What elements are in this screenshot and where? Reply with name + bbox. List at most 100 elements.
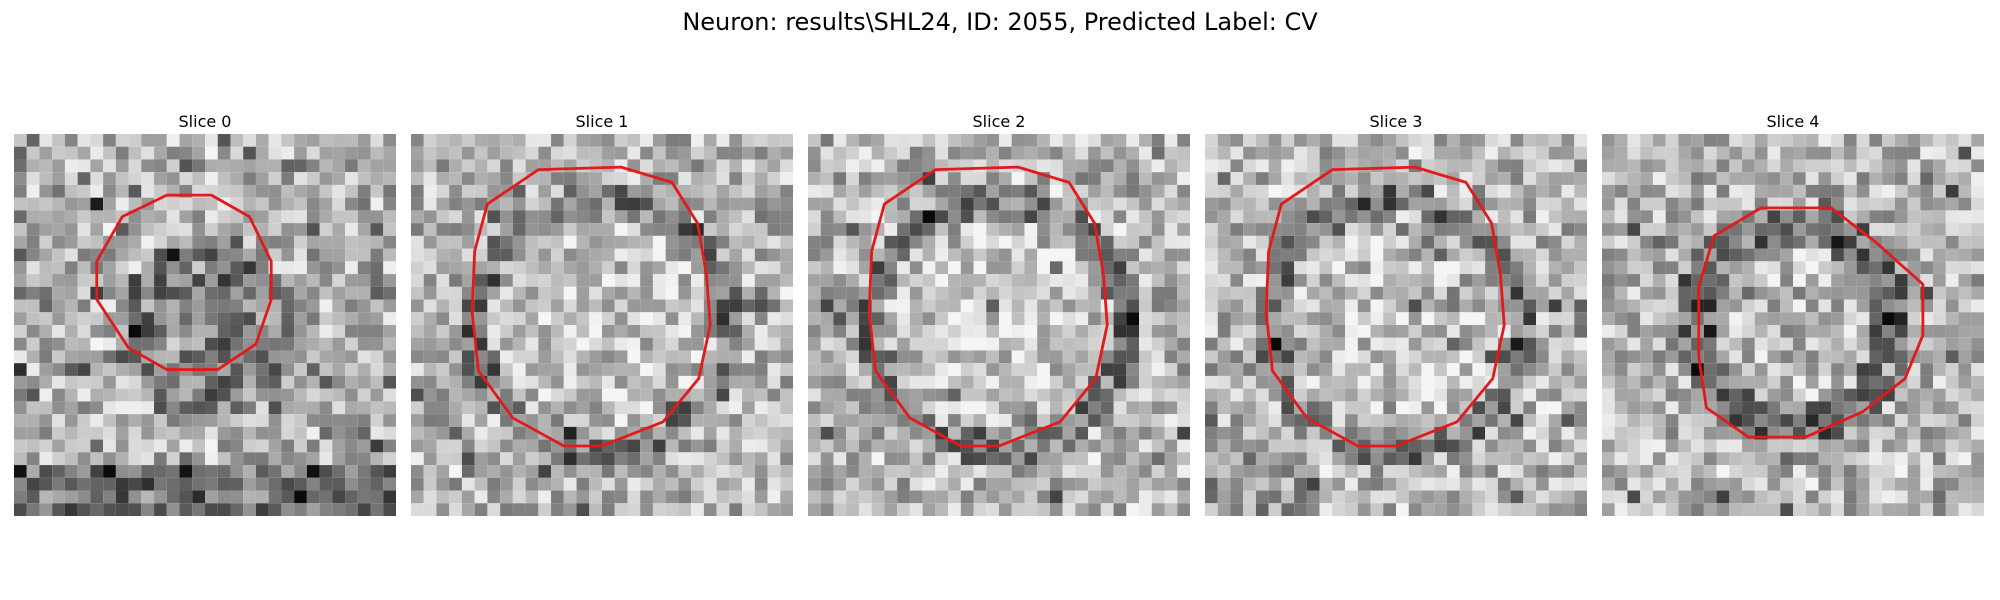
pixel (1933, 401, 1946, 415)
pixel (1139, 223, 1152, 236)
pixel (357, 401, 371, 415)
pixel (1396, 172, 1409, 185)
pixel (1139, 503, 1152, 516)
pixel (833, 490, 847, 504)
pixel (960, 477, 974, 491)
pixel (166, 248, 180, 262)
pixel (281, 286, 295, 300)
pixel (1294, 363, 1307, 376)
pixel (39, 465, 53, 478)
pixel (1510, 401, 1524, 415)
pixel (602, 388, 615, 402)
pixel (423, 159, 437, 173)
pixel (846, 426, 859, 440)
pixel (1640, 388, 1653, 402)
pixel (1627, 375, 1641, 389)
pixel (1818, 465, 1832, 478)
pixel (1510, 426, 1524, 440)
pixel (319, 159, 333, 173)
pixel (1294, 210, 1307, 224)
pixel (871, 465, 885, 478)
pixel (602, 184, 615, 198)
pixel (281, 312, 295, 325)
pixel (1255, 452, 1269, 466)
pixel (230, 465, 244, 478)
pixel (332, 261, 346, 275)
pixel (897, 312, 910, 325)
pixel (846, 235, 859, 249)
pixel (1357, 465, 1371, 478)
pixel (820, 388, 834, 402)
pixel (64, 363, 78, 376)
pixel (563, 337, 577, 351)
pixel (1049, 388, 1063, 402)
pixel (1370, 490, 1384, 504)
pixel (1383, 172, 1396, 185)
pixel (602, 197, 615, 211)
pixel (1062, 388, 1076, 402)
pixel (1230, 414, 1244, 427)
pixel (1243, 197, 1256, 211)
pixel (1062, 337, 1076, 351)
pixel (1037, 388, 1050, 402)
pixel (1691, 375, 1704, 389)
pixel (1164, 363, 1178, 376)
pixel (1640, 414, 1653, 427)
pixel (512, 248, 526, 262)
pixel (255, 465, 269, 478)
pixel (1907, 261, 1921, 275)
pixel (474, 261, 488, 275)
pixel (729, 172, 743, 185)
pixel (128, 375, 142, 389)
pixel (1421, 350, 1435, 364)
pixel (1126, 159, 1140, 173)
pixel (1370, 286, 1384, 300)
pixel (1602, 325, 1615, 338)
pixel (500, 172, 513, 185)
pixel (115, 388, 129, 402)
pixel (436, 452, 450, 466)
pixel (1665, 350, 1679, 364)
pixel (1818, 388, 1832, 402)
pixel (436, 172, 450, 185)
pixel (512, 375, 526, 389)
pixel (909, 503, 923, 516)
pixel (1205, 184, 1218, 198)
pixel (357, 286, 371, 300)
pixel (268, 134, 282, 147)
pixel (1164, 248, 1178, 262)
pixel (370, 490, 384, 504)
pixel (820, 235, 834, 249)
pixel (1446, 452, 1460, 466)
pixel (1523, 274, 1537, 287)
pixel (1332, 401, 1346, 415)
pixel (1678, 426, 1692, 440)
pixel (332, 337, 346, 351)
pixel (1075, 490, 1089, 504)
pixel (1126, 477, 1140, 491)
pixel (703, 197, 717, 211)
pixel (449, 261, 462, 275)
pixel (589, 172, 602, 185)
pixel (808, 134, 821, 147)
pixel (370, 439, 384, 453)
pixel (1139, 146, 1152, 160)
pixel (897, 223, 910, 236)
pixel (487, 248, 501, 262)
pixel (1793, 350, 1806, 364)
pixel (1958, 235, 1972, 249)
pixel (986, 490, 999, 504)
pixel (538, 210, 552, 224)
pixel (808, 172, 821, 185)
pixel (1882, 452, 1895, 466)
pixel (332, 452, 346, 466)
pixel (449, 248, 462, 262)
pixel (306, 286, 320, 300)
pixel (306, 477, 320, 491)
pixel (948, 426, 961, 440)
pixel (1434, 490, 1447, 504)
pixel (449, 235, 462, 249)
pixel (332, 134, 346, 147)
pixel (871, 452, 885, 466)
pixel (665, 248, 679, 262)
